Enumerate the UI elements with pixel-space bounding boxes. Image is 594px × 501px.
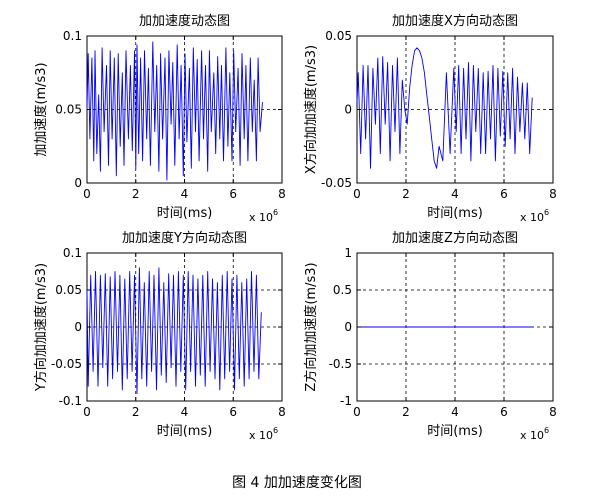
x-tick-label: 8 [549, 405, 557, 419]
y-tick-label: 0.05 [55, 103, 82, 117]
y-tick-label: 0.1 [63, 29, 82, 43]
x-tick-label: 4 [181, 405, 189, 419]
x-tick-label: 0 [83, 187, 91, 201]
x-tick-label: 6 [229, 405, 237, 419]
x-tick-label: 2 [402, 187, 410, 201]
subplot-title: 加加速度X方向动态图 [392, 13, 518, 29]
subplot-title: 加加速度Y方向动态图 [122, 230, 247, 246]
x-axis-multiplier: x 106 [520, 208, 549, 224]
x-axis-label: 时间(ms) [427, 206, 483, 221]
x-axis-label: 时间(ms) [157, 424, 213, 439]
figure-caption: 图 4 加加速度变化图 [232, 475, 362, 491]
x-axis-multiplier: x 106 [249, 208, 278, 224]
y-tick-label: 0.1 [63, 246, 82, 260]
y-tick-label: 0.05 [325, 29, 352, 43]
y-tick-label: -0.05 [321, 176, 352, 190]
x-tick-label: 2 [132, 187, 140, 201]
y-tick-label: -0.05 [51, 357, 82, 371]
y-axis-label: X方向加加速度(m/s3) [303, 45, 319, 174]
x-tick-label: 6 [500, 405, 508, 419]
x-axis-multiplier: x 106 [520, 426, 549, 442]
x-tick-label: 0 [353, 187, 361, 201]
x-tick-label: 2 [132, 405, 140, 419]
x-tick-label: 4 [451, 187, 459, 201]
y-axis-label: Y方向加加速度(m/s3) [33, 263, 49, 392]
x-tick-label: 6 [500, 187, 508, 201]
subplot-title: 加加速度Z方向动态图 [392, 230, 518, 246]
x-tick-label: 8 [278, 187, 286, 201]
x-tick-label: 6 [229, 187, 237, 201]
y-tick-label: 0 [74, 320, 82, 334]
y-tick-label: 1 [344, 246, 352, 260]
series-line-1 [86, 267, 262, 395]
y-tick-label: 0.05 [55, 283, 82, 297]
y-axis-label: 加加速度(m/s3) [33, 62, 49, 156]
x-tick-label: 4 [181, 187, 189, 201]
x-tick-label: 8 [278, 405, 286, 419]
x-tick-label: 8 [549, 187, 557, 201]
y-tick-label: 0 [344, 320, 352, 334]
x-axis-label: 时间(ms) [157, 206, 213, 221]
subplot-2: 0 2 4 6 8-0.0500.05加加速度X方向动态图时间(ms)X方向加加速度(m… [303, 13, 557, 224]
y-axis-label: Z方向加加速度(m/s3) [303, 262, 319, 391]
series-line-1 [86, 41, 263, 181]
x-axis-label: 时间(ms) [427, 424, 483, 439]
x-tick-label: 0 [83, 405, 91, 419]
x-tick-label: 0 [353, 405, 361, 419]
x-axis-multiplier: x 106 [249, 426, 278, 442]
x-tick-label: 2 [402, 405, 410, 419]
series-line-1 [356, 47, 533, 169]
y-tick-label: 0 [344, 103, 352, 117]
x-tick-label: 4 [451, 405, 459, 419]
y-tick-label: 0.5 [333, 283, 352, 297]
y-tick-label: -1 [340, 394, 352, 408]
subplot-title: 加加速度动态图 [139, 13, 230, 29]
y-tick-label: 0 [74, 176, 82, 190]
y-tick-label: -0.1 [59, 394, 82, 408]
y-tick-label: -0.5 [329, 357, 352, 371]
